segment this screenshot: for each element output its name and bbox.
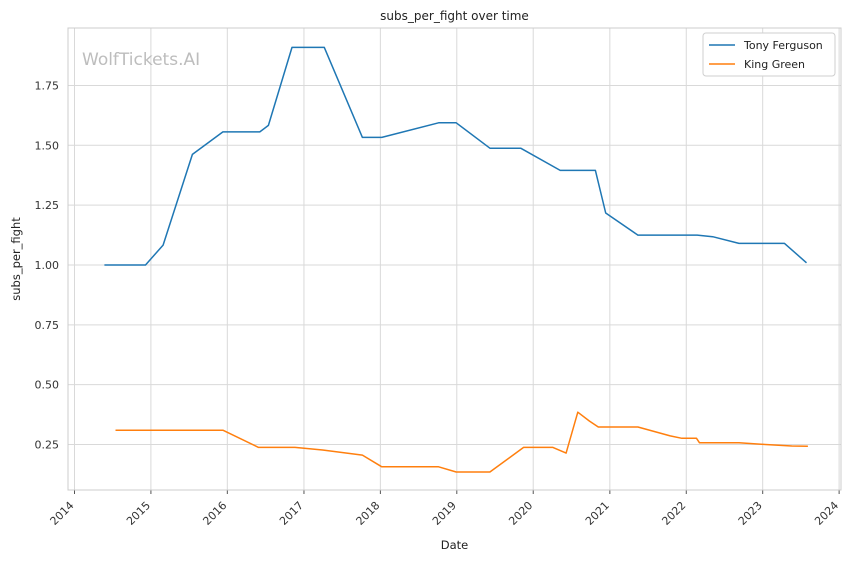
y-tick-label: 0.25 xyxy=(35,439,60,452)
y-axis-title: subs_per_fight xyxy=(9,217,23,301)
series-lines xyxy=(104,46,808,473)
series-line-tony-ferguson xyxy=(104,46,807,266)
y-tick-label: 0.75 xyxy=(35,319,60,332)
chart-title: subs_per_fight over time xyxy=(380,9,529,23)
x-axis-title: Date xyxy=(441,538,469,552)
y-tick-label: 0.50 xyxy=(35,379,60,392)
watermark: WolfTickets.AI xyxy=(82,50,200,70)
y-tick-label: 1.00 xyxy=(35,259,60,272)
legend-label: King Green xyxy=(744,58,805,71)
y-tick-label: 1.25 xyxy=(35,199,60,212)
plot-frame xyxy=(67,27,842,491)
y-tick-label: 1.75 xyxy=(35,79,60,92)
grid xyxy=(68,28,841,494)
legend-box xyxy=(702,32,836,77)
legend: Tony Ferguson King Green xyxy=(702,32,836,77)
y-tick-labels: 0.25 0.50 0.75 1.00 1.25 1.50 1.75 xyxy=(35,79,60,451)
legend-label: Tony Ferguson xyxy=(743,39,823,52)
y-tick-label: 1.50 xyxy=(35,139,60,152)
series-line-king-green xyxy=(115,411,808,473)
